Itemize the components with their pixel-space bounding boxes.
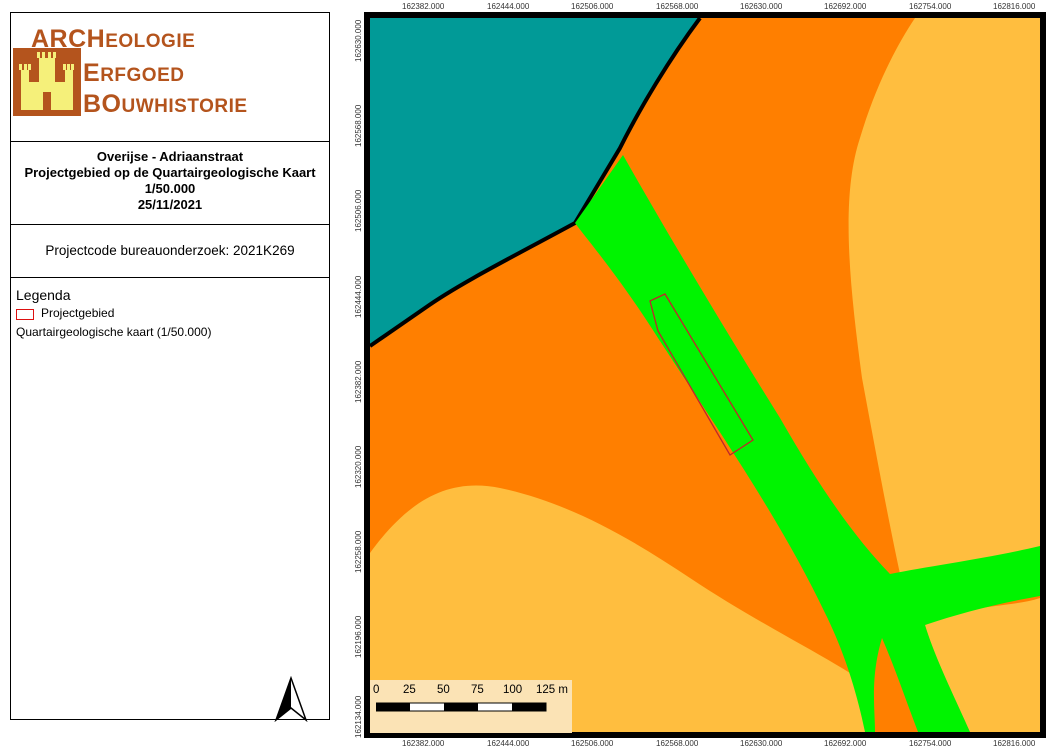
x-tick-top: 162692.000 [824,2,867,11]
project-code: Projectcode bureauonderzoek: 2021K269 [11,225,329,278]
scale-label: 75 [471,684,484,696]
light-orange-south [370,485,870,732]
x-tick-bottom: 162816.000 [993,739,1036,748]
castle-icon [13,48,81,116]
scale-label: 125 m [536,684,568,696]
x-tick-top: 162568.000 [656,2,699,11]
y-tick-left: 162196.000 [354,615,363,658]
title-subject: Projectgebied op de Quartairgeologische … [24,165,316,180]
x-tick-bottom: 162754.000 [909,739,952,748]
y-tick-left: 162382.000 [354,360,363,403]
legend-title: Legenda [16,287,71,303]
y-tick-left: 162630.000 [354,19,363,62]
logo: ARCHEOLOGIE ERFGOED BOUWHISTORIE [11,13,329,142]
project-area [649,293,754,456]
x-tick-top: 162816.000 [993,2,1036,11]
scale-label: 25 [403,684,416,696]
x-tick-bottom: 162506.000 [571,739,614,748]
scale-label: 50 [437,684,450,696]
layout-panel: ARCHEOLOGIE ERFGOED BOUWHISTORIE Overijs… [10,12,330,723]
logo-line-1: ARCHEOLOGIE [31,25,196,53]
light-orange-southeast [925,598,1040,732]
teal-zone [370,18,700,346]
y-tick-left: 162320.000 [354,445,363,488]
scale-label: 100 [503,684,523,696]
north-arrow-icon [273,675,309,723]
logo-line-3: BOUWHISTORIE [83,90,248,118]
y-tick-left: 162568.000 [354,104,363,147]
legend-layer-label: Quartairgeologische kaart (1/50.000) [16,325,212,339]
map-view[interactable] [364,12,1046,738]
scale-label: 0 [373,684,380,696]
teal-border [370,18,702,348]
legend: Legenda Projectgebied Quartairgeologisch… [11,277,329,719]
legend-swatch-projectgebied [16,309,34,320]
y-tick-left: 162444.000 [354,275,363,318]
title-location: Overijse - Adriaanstraat [96,149,244,164]
x-tick-bottom: 162444.000 [487,739,530,748]
logo-line-2: ERFGOED [83,59,185,87]
legend-item-projectgebied: Projectgebied [41,306,115,320]
scale-segments [376,702,547,712]
title-date: 25/11/2021 [137,197,203,212]
x-tick-bottom: 162568.000 [656,739,699,748]
y-tick-left: 162506.000 [354,189,363,232]
scale-bar: 0 25 50 75 100 125 m [370,680,572,733]
x-tick-bottom: 162382.000 [402,739,445,748]
green-corridor [575,155,1040,732]
x-tick-top: 162754.000 [909,2,952,11]
y-tick-left: 162258.000 [354,530,363,573]
light-orange-east [848,18,1040,576]
map-title: Overijse - Adriaanstraat Projectgebied o… [11,141,329,225]
title-scale: 1/50.000 [144,181,196,196]
quartair-geology-map [370,18,1040,732]
x-tick-top: 162630.000 [740,2,783,11]
y-tick-left: 162134.000 [354,695,363,738]
x-tick-bottom: 162692.000 [824,739,867,748]
x-tick-top: 162506.000 [571,2,614,11]
x-tick-top: 162382.000 [402,2,445,11]
x-tick-top: 162444.000 [487,2,530,11]
x-tick-bottom: 162630.000 [740,739,783,748]
